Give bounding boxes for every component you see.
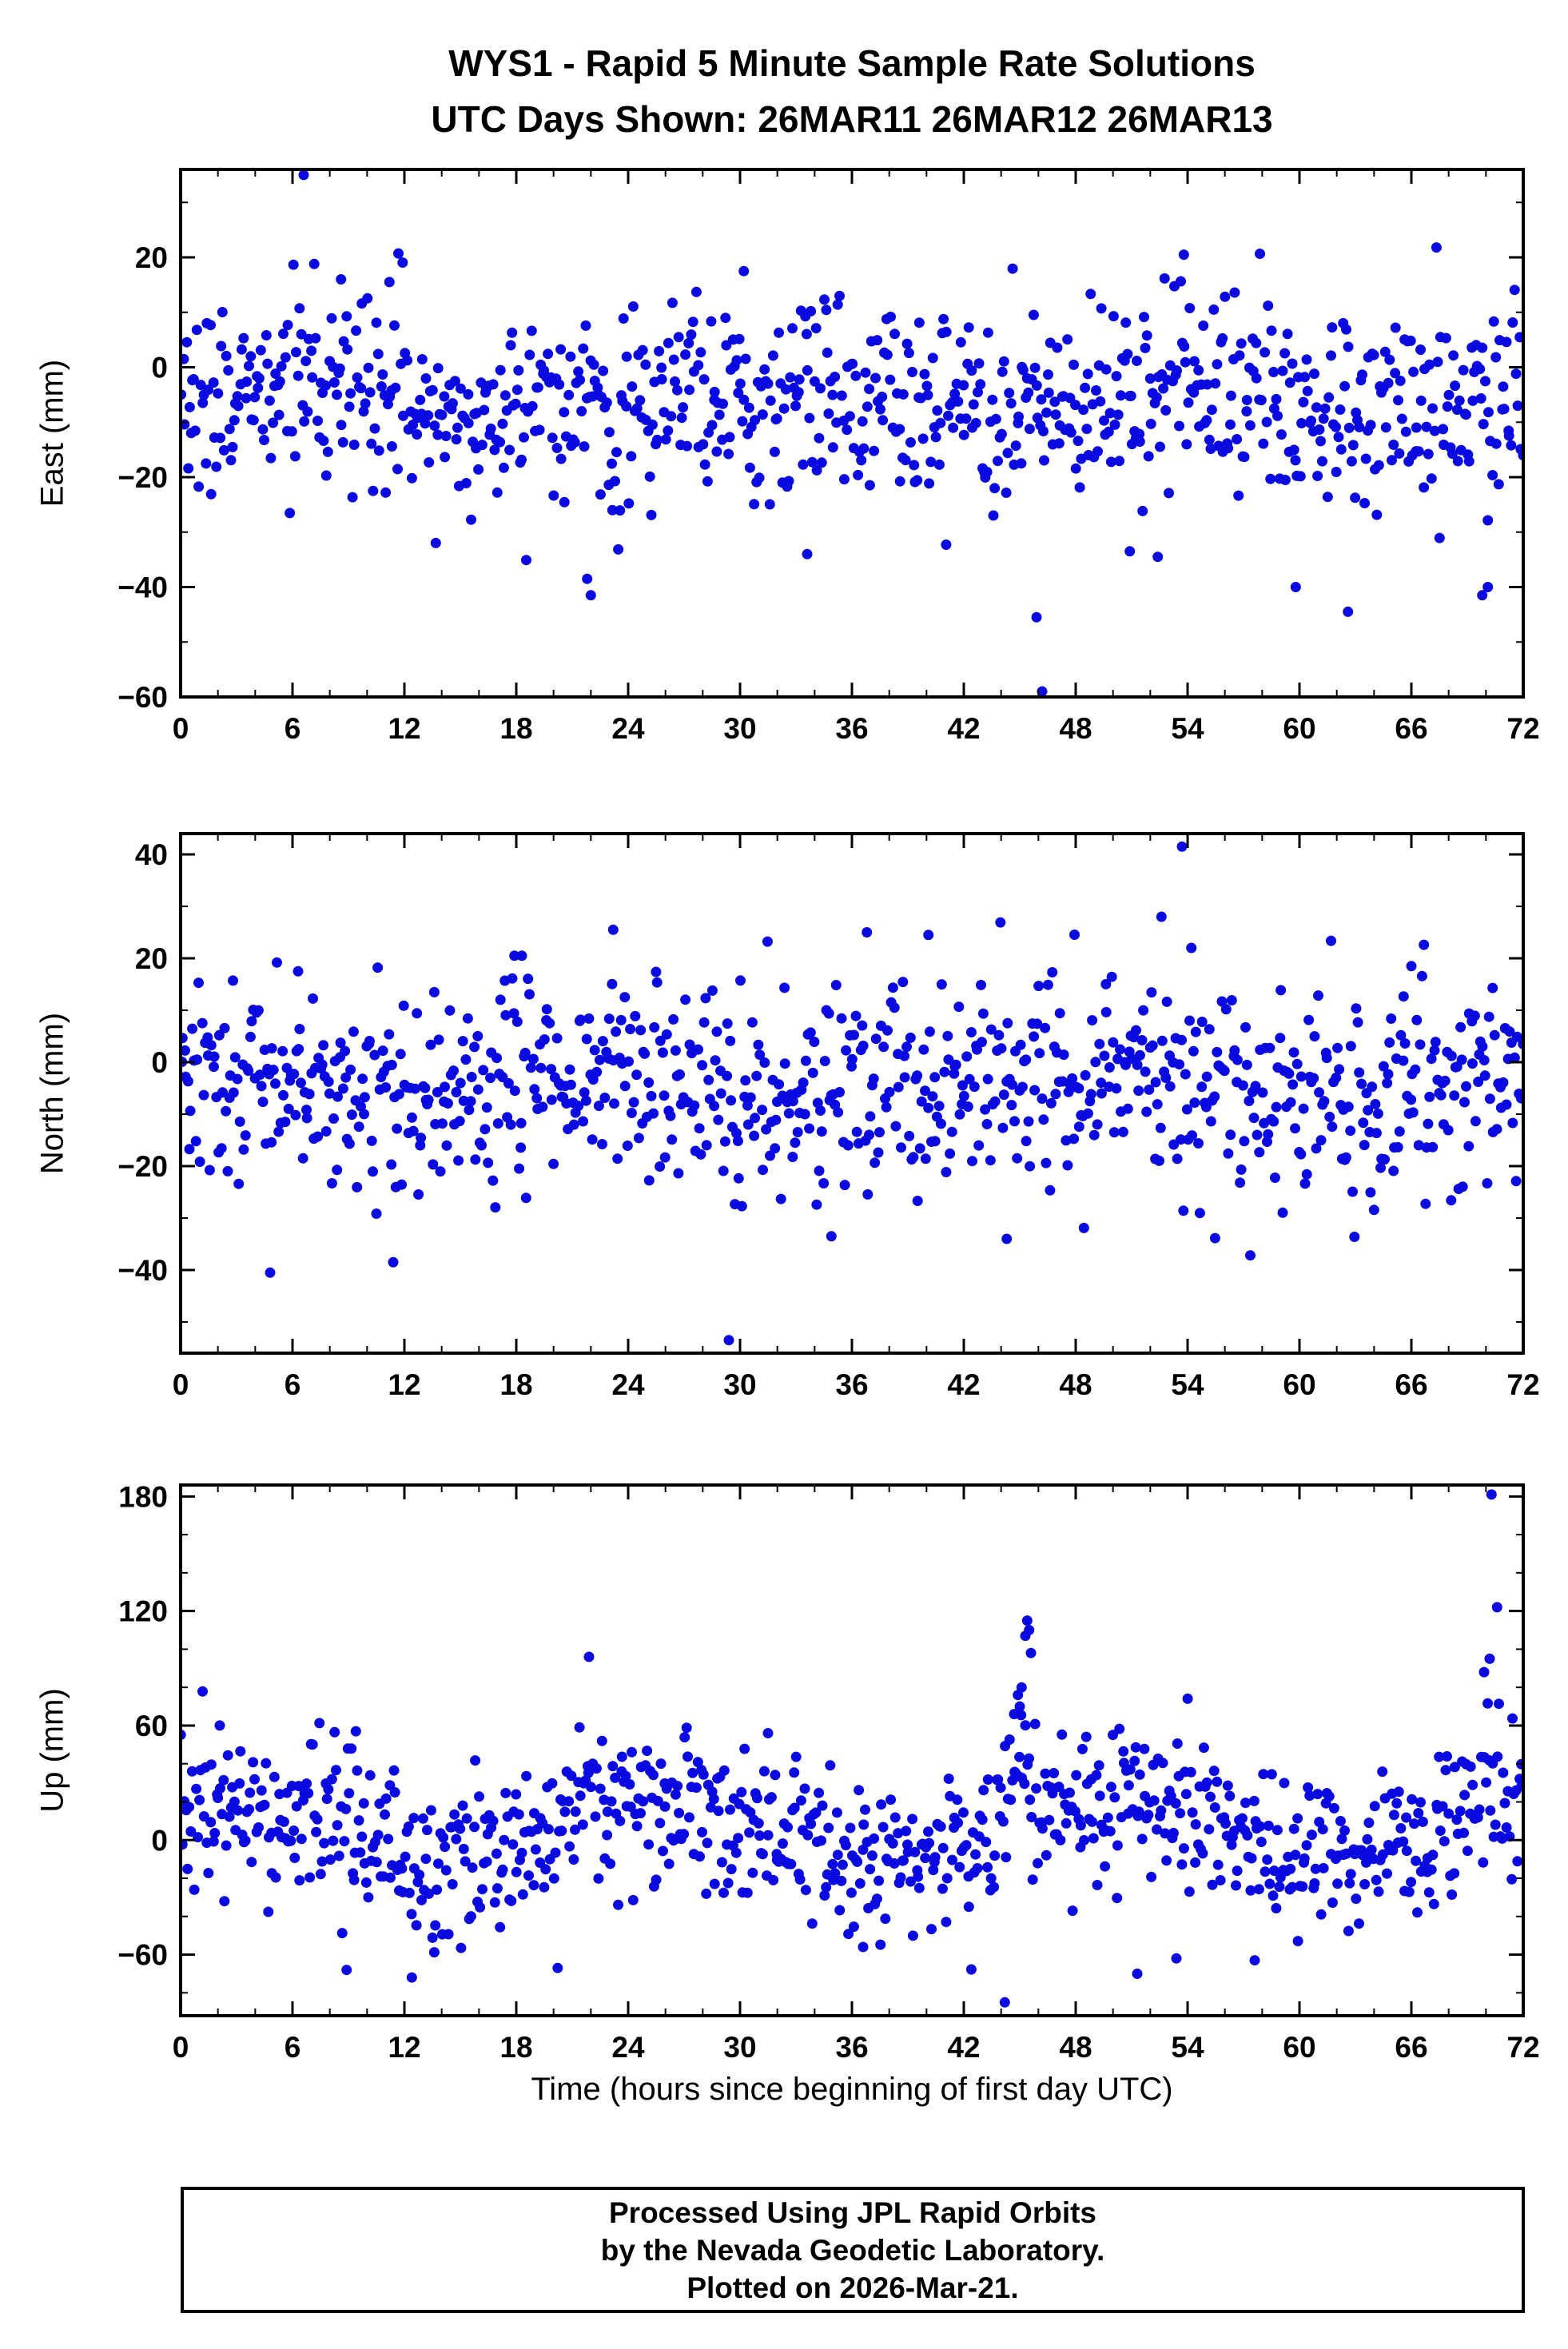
svg-text:6: 6	[285, 2031, 301, 2064]
svg-text:36: 36	[835, 1368, 868, 1401]
north-frame	[179, 832, 1525, 1355]
svg-text:18: 18	[499, 2031, 532, 2064]
svg-text:48: 48	[1059, 712, 1092, 745]
svg-text:66: 66	[1395, 1368, 1427, 1401]
svg-text:0: 0	[151, 352, 168, 384]
svg-text:18: 18	[499, 712, 532, 745]
up-axis-label: Up (mm)	[34, 1688, 70, 1813]
svg-text:0: 0	[173, 2031, 189, 2064]
svg-text:48: 48	[1059, 1368, 1092, 1401]
svg-text:180: 180	[118, 1480, 168, 1513]
chart-title: WYS1 - Rapid 5 Minute Sample Rate Soluti…	[448, 42, 1256, 84]
svg-text:18: 18	[499, 1368, 532, 1401]
east-frame	[179, 168, 1525, 699]
svg-text:12: 12	[388, 712, 420, 745]
footer-line-2: by the Nevada Geodetic Laboratory.	[600, 2233, 1105, 2267]
up-panel: 0 6 12 18 24 30 36 42 48 54 60 66 72 180 120 60 0 −60	[117, 1480, 1539, 2064]
svg-text:30: 30	[723, 712, 756, 745]
svg-text:36: 36	[835, 712, 868, 745]
svg-text:0: 0	[151, 1824, 168, 1857]
svg-text:48: 48	[1059, 2031, 1092, 2064]
svg-text:72: 72	[1506, 1368, 1539, 1401]
footer-line-3: Plotted on 2026-Mar-21.	[686, 2271, 1019, 2304]
chart-subtitle: UTC Days Shown: 26MAR11 26MAR12 26MAR13	[431, 98, 1273, 140]
svg-text:72: 72	[1506, 2031, 1539, 2064]
svg-text:24: 24	[611, 712, 645, 745]
up-frame	[179, 1483, 1525, 2017]
svg-text:60: 60	[1283, 712, 1315, 745]
svg-text:0: 0	[173, 1368, 189, 1401]
svg-text:6: 6	[285, 712, 301, 745]
north-points	[181, 841, 1523, 1346]
svg-text:−40: −40	[117, 571, 168, 604]
svg-text:30: 30	[723, 2031, 756, 2064]
svg-text:60: 60	[1283, 1368, 1315, 1401]
svg-text:66: 66	[1395, 2031, 1427, 2064]
svg-text:−60: −60	[117, 1939, 168, 1972]
up-points	[181, 1489, 1523, 2008]
svg-text:54: 54	[1171, 2031, 1204, 2064]
footer-box: Processed Using JPL Rapid Orbits by the …	[181, 2187, 1525, 2313]
svg-text:24: 24	[611, 2031, 645, 2064]
svg-text:12: 12	[388, 1368, 420, 1401]
svg-text:40: 40	[135, 838, 168, 871]
north-panel: 0 6 12 18 24 30 36 42 48 54 60 66 72 40 20 0 −20 −40	[117, 832, 1540, 1401]
svg-text:54: 54	[1171, 712, 1204, 745]
east-ticks	[179, 169, 1525, 699]
svg-text:−60: −60	[117, 681, 168, 714]
svg-text:42: 42	[947, 712, 980, 745]
north-tick-labels: 0 6 12 18 24 30 36 42 48 54 60 66 72 40 20 0 −20 −40	[117, 838, 1539, 1401]
svg-text:12: 12	[388, 2031, 420, 2064]
svg-text:120: 120	[118, 1595, 168, 1628]
svg-text:−20: −20	[117, 461, 168, 494]
x-axis-label: Time (hours since beginning of first day…	[531, 2072, 1173, 2107]
east-axis-label: East (mm)	[34, 359, 70, 508]
footer-line-1: Processed Using JPL Rapid Orbits	[609, 2196, 1096, 2229]
svg-text:−40: −40	[117, 1254, 168, 1287]
svg-text:42: 42	[947, 1368, 980, 1401]
svg-text:42: 42	[947, 2031, 980, 2064]
east-panel: 0 6 12 18 24 30 36 42 48 54 60 66 72 20 0 −20 −40 −60	[117, 168, 1540, 745]
up-tick-labels: 0 6 12 18 24 30 36 42 48 54 60 66 72 180 120 60 0 −60	[117, 1480, 1539, 2064]
svg-text:0: 0	[173, 712, 189, 745]
svg-text:30: 30	[723, 1368, 756, 1401]
east-tick-labels: 0 6 12 18 24 30 36 42 48 54 60 66 72 20 0 −20 −40 −60	[117, 241, 1539, 745]
svg-text:54: 54	[1171, 1368, 1204, 1401]
svg-text:66: 66	[1395, 712, 1427, 745]
svg-text:72: 72	[1506, 712, 1539, 745]
east-points	[181, 169, 1523, 697]
svg-text:20: 20	[135, 942, 168, 975]
svg-text:−20: −20	[117, 1150, 168, 1183]
svg-text:6: 6	[285, 1368, 301, 1401]
svg-text:60: 60	[1283, 2031, 1315, 2064]
svg-text:24: 24	[611, 1368, 645, 1401]
svg-text:36: 36	[835, 2031, 868, 2064]
svg-text:0: 0	[151, 1046, 168, 1079]
svg-text:60: 60	[135, 1710, 168, 1742]
svg-text:20: 20	[135, 241, 168, 274]
north-axis-label: North (mm)	[34, 1012, 70, 1175]
